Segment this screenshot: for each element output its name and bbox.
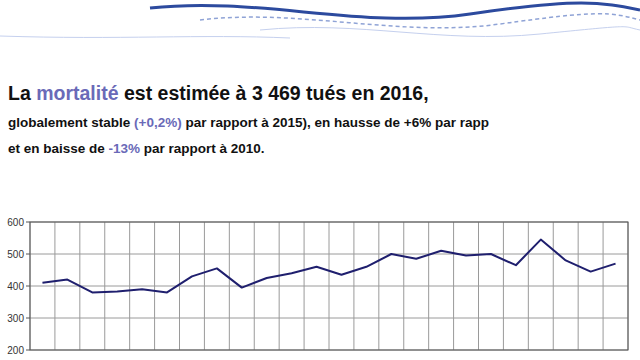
grid-line — [279, 222, 280, 350]
grid-line — [578, 222, 579, 350]
highlight-text: (+0,2%) — [134, 115, 182, 130]
grid-line — [553, 222, 554, 350]
grid-line — [428, 222, 429, 350]
text: La — [8, 82, 36, 104]
y-tick-label: 200 — [7, 345, 24, 356]
highlight-text: mortalité — [36, 82, 119, 104]
grid-line — [229, 222, 230, 350]
grid-line — [104, 222, 105, 350]
grid-line — [179, 222, 180, 350]
y-tick-label: 600 — [7, 217, 24, 228]
grid-line — [603, 222, 604, 350]
page: {"text_block": {"lines": [ [{"text": "La… — [0, 0, 640, 360]
text: est estimée à 3 469 tués en 2016, — [119, 82, 429, 104]
headline-line: globalement stable (+0,2%) par rapport à… — [8, 115, 489, 130]
plot-frame — [30, 222, 628, 350]
y-tick — [26, 318, 30, 319]
grid-line — [503, 222, 504, 350]
y-tick-label: 500 — [7, 249, 24, 260]
grid-line — [403, 222, 404, 350]
grid-line — [329, 222, 330, 350]
header-decoration — [0, 3, 640, 38]
grid-line — [304, 222, 305, 350]
wave — [200, 14, 640, 28]
y-tick-label: 400 — [7, 281, 24, 292]
text: globalement stable — [8, 115, 134, 130]
grid-line — [154, 222, 155, 350]
line — [42, 240, 615, 293]
y-tick-label: 300 — [7, 313, 24, 324]
grid-line — [54, 222, 55, 350]
grid-line — [353, 222, 354, 350]
headline-line: La mortalité est estimée à 3 469 tués en… — [8, 82, 429, 104]
grid-line — [254, 222, 255, 350]
highlight-text: -13% — [109, 141, 141, 156]
grid-line — [453, 222, 454, 350]
canvas: La mortalité est estimée à 3 469 tués en… — [0, 0, 640, 360]
wave — [260, 27, 640, 37]
y-tick — [26, 286, 30, 287]
text: par rapport à 2010. — [140, 141, 265, 156]
grid-line — [478, 222, 479, 350]
grid-line — [378, 222, 379, 350]
grid-line — [129, 222, 130, 350]
y-tick — [26, 254, 30, 255]
text: par rapport à 2015), en hausse de +6% pa… — [182, 115, 489, 130]
chart: 200 300 400 500 600 — [7, 217, 628, 356]
series — [42, 240, 615, 293]
y-tick — [26, 222, 30, 223]
text: et en baisse de — [8, 141, 109, 156]
y-tick — [26, 350, 30, 351]
headline-line: et en baisse de -13% par rapport à 2010. — [8, 141, 265, 156]
wave — [0, 36, 290, 38]
grid-line — [204, 222, 205, 350]
grid-line — [528, 222, 529, 350]
